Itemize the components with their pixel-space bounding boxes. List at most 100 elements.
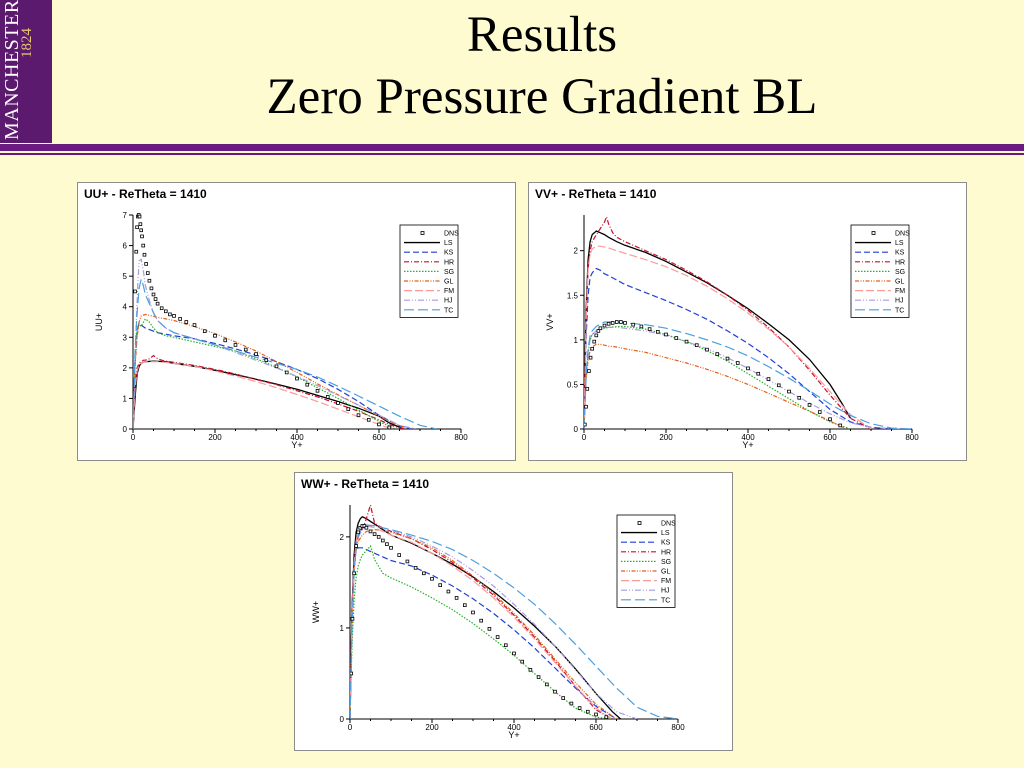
ww-plot-area (350, 502, 678, 719)
uu-series-dns-point (133, 289, 137, 294)
ww-series-dns-point (381, 538, 385, 543)
vv-series-dns-point (587, 369, 591, 373)
ww-series-dns-point (385, 542, 389, 546)
chart-panel-uu: UU+ - ReTheta = 1410 0 200 400 600 800 Y+ 0 1 2 3 4… (77, 182, 516, 461)
ww-series-dns-point (413, 566, 418, 570)
vv-legend-label-gl: GL (895, 279, 904, 286)
manchester-logo: MANCHESTER 1824 (0, 0, 52, 143)
ww-legend-label-dns: DNS (661, 521, 676, 528)
ww-series-dns-point (544, 682, 549, 687)
vv-series-dns-point (746, 366, 750, 371)
vv-legend-label-hj: HJ (895, 298, 904, 305)
slide-title: Results Zero Pressure Gradient BL (60, 4, 1024, 128)
vv-legend-label-tc: TC (895, 307, 904, 314)
ww-legend-label-ks: KS (661, 540, 671, 547)
vv-y-tick-label: 2 (574, 247, 579, 256)
ww-y-tick-label: 2 (340, 533, 345, 542)
ww-series-dns-point (430, 576, 434, 581)
vv-series-dns-point (615, 320, 619, 324)
ww-x-axis-label: Y+ (508, 730, 519, 740)
vv-series-dns-point (705, 347, 709, 352)
ww-y-tick-label: 1 (340, 624, 345, 633)
vv-series-dns-point (807, 403, 812, 407)
uu-y-tick-label: 5 (123, 272, 128, 281)
uu-series-ks (133, 322, 412, 429)
ww-series-dns-point (362, 524, 367, 528)
uu-x-tick-label: 400 (290, 433, 304, 442)
uu-series-dns-point (295, 376, 299, 381)
vv-legend-label-ks: KS (895, 250, 905, 257)
ww-series-dns-point (520, 659, 525, 664)
uu-series-dns-point (144, 262, 148, 266)
vv-series-dns-point (631, 322, 636, 327)
vv-series-dns-point (817, 410, 822, 414)
vv-series-dns-point (590, 346, 594, 351)
logo-text: MANCHESTER 1824 (1, 0, 50, 140)
uu-series-dns-point (147, 278, 152, 283)
uu-series-dns-point (356, 413, 361, 418)
vv-series-dns-point (606, 321, 611, 326)
vv-series-dns-point (838, 423, 843, 428)
uu-chart-title: UU+ - ReTheta = 1410 (84, 187, 207, 201)
vv-series-dns-point (735, 361, 740, 365)
ww-series-dns-point (569, 701, 574, 706)
uu-series-dns-point (377, 422, 381, 427)
vv-series-dns-point (766, 377, 771, 381)
ww-series-dns-point (487, 627, 492, 631)
vv-series-tc (584, 321, 912, 429)
vv-series-dns-point (584, 404, 588, 409)
vv-series-fm (584, 245, 872, 429)
uu-y-tick-label: 7 (123, 211, 128, 220)
uu-series-dns-point (139, 228, 143, 233)
uu-series-dns-point (178, 317, 182, 321)
uu-series-dns-point (159, 306, 164, 311)
vv-series-dns-point (610, 321, 615, 325)
ww-series-dns-point (438, 583, 443, 587)
vv-chart-title: VV+ - ReTheta = 1410 (535, 187, 657, 201)
uu-series-dns-point (137, 214, 142, 219)
uu-series-dns-point (233, 343, 238, 347)
ww-legend: DNS LS KS HR SG GL FM HJ TC (616, 514, 676, 608)
ww-legend-label-sg: SG (661, 559, 671, 566)
vv-series-sg (584, 325, 851, 429)
uu-series-dns-point (254, 352, 258, 356)
uu-series-dns-point (264, 358, 269, 363)
vv-plot-area (584, 214, 912, 429)
uu-series-dns-point (138, 222, 143, 226)
title-divider-thin (0, 153, 1024, 155)
slide-title-line2: Zero Pressure Gradient BL (266, 69, 818, 125)
ww-y-tick-label: 0 (340, 715, 345, 724)
ww-series-dns-point (454, 596, 459, 600)
uu-y-tick-label: 0 (123, 425, 128, 434)
vv-legend-label-sg: SG (895, 269, 905, 276)
vv-x-tick-label: 600 (823, 433, 837, 442)
vv-series-dns-point (596, 329, 601, 333)
ww-legend-label-tc: TC (661, 597, 670, 604)
ww-series-dns-point (585, 709, 590, 714)
ww-series-dns-point (356, 530, 360, 535)
uu-legend-label-dns: DNS (444, 231, 459, 238)
uu-series-dns-point (184, 320, 189, 324)
ww-series-dns-point (503, 643, 508, 648)
uu-series-dns-point (151, 292, 156, 297)
ww-series-dns-point (352, 571, 356, 576)
ww-series-tc (350, 524, 678, 719)
uu-series-fm (133, 361, 392, 429)
ww-series-hr (350, 502, 613, 719)
uu-series-dns-point (168, 312, 172, 317)
ww-series-dns-point (397, 553, 402, 557)
uu-series-dns-point (325, 395, 330, 399)
uu-series-tc (133, 277, 437, 429)
uu-legend-label-fm: FM (444, 288, 454, 295)
uu-legend-label-gl: GL (444, 279, 453, 286)
vv-series-dns-point (725, 356, 730, 361)
vv-series-dns-point (619, 320, 623, 324)
uu-x-tick-label: 800 (454, 433, 468, 442)
vv-series-dns-point (787, 389, 791, 394)
vv-legend-label-fm: FM (895, 288, 905, 295)
vv-series-dns-point (828, 417, 832, 421)
ww-series-sg (350, 544, 613, 719)
uu-series-dns-point (315, 388, 320, 393)
ww-series-dns-point (594, 712, 598, 717)
